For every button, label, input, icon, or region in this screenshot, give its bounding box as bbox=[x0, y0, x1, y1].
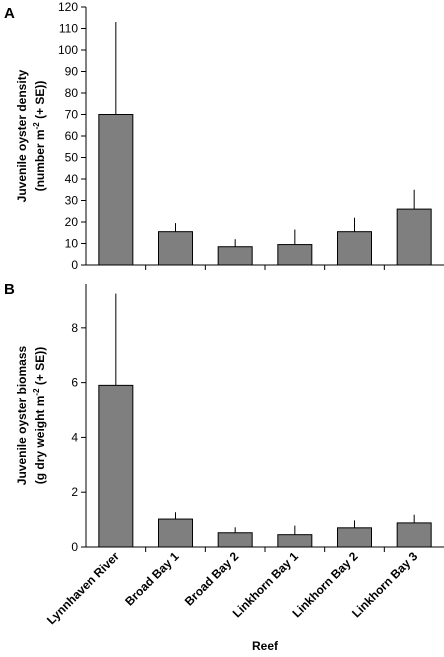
y-tick-label: 6 bbox=[71, 376, 78, 390]
y-tick-label: 20 bbox=[65, 215, 79, 229]
y-tick-label: 100 bbox=[58, 43, 78, 57]
y-tick-label: 0 bbox=[71, 540, 78, 554]
y-axis-title-line1: Juvenile oyster biomass bbox=[15, 345, 29, 485]
bar-2 bbox=[158, 231, 193, 266]
bar-1 bbox=[98, 384, 134, 548]
y-axis-title-line1: Juvenile oyster density bbox=[15, 69, 29, 202]
y-tick-label: 4 bbox=[71, 430, 78, 444]
y-tick-label: 50 bbox=[65, 151, 79, 165]
y-tick-label: 0 bbox=[71, 258, 78, 272]
bar-6 bbox=[396, 208, 432, 266]
chart-panel-a: A 0 10 20 30 40 50 60 70 80 90 100 110 120 Juvenile oy… bbox=[4, 0, 444, 272]
bar-5 bbox=[337, 527, 372, 548]
bar-3 bbox=[217, 246, 253, 266]
y-tick-label: 8 bbox=[71, 321, 78, 335]
y-axis-title-text: (+ SE)) bbox=[33, 347, 47, 389]
y-tick-label: 90 bbox=[65, 65, 79, 79]
bar-2 bbox=[158, 518, 193, 548]
y-axis-title-line2: (g dry weight m-2 (+ SE)) bbox=[32, 347, 47, 484]
y-tick-label: 120 bbox=[58, 0, 78, 14]
bar-6 bbox=[396, 522, 432, 548]
x-tick-label: Lynnhaven River bbox=[44, 549, 122, 627]
x-axis-title: Reef bbox=[252, 639, 279, 653]
bar-1 bbox=[98, 114, 134, 266]
bar-3 bbox=[217, 532, 253, 548]
panel-label: B bbox=[4, 281, 15, 298]
y-tick-label: 2 bbox=[71, 485, 78, 499]
y-tick-label: 70 bbox=[65, 108, 79, 122]
panel-label: A bbox=[4, 5, 15, 22]
bar-5 bbox=[337, 231, 372, 266]
y-tick-label: 30 bbox=[65, 194, 79, 208]
y-axis-title-superscript: -2 bbox=[32, 388, 41, 396]
y-axis-title-line2: (number m-2 (+ SE)) bbox=[32, 81, 47, 192]
y-tick-label: 10 bbox=[65, 237, 79, 251]
y-axis-title-text: (g dry weight m bbox=[33, 396, 47, 485]
x-tick-label: Broad Bay 1 bbox=[122, 549, 182, 609]
y-axis-title-text: (+ SE)) bbox=[33, 81, 47, 123]
y-axis-title-superscript: -2 bbox=[32, 122, 41, 130]
bar-4 bbox=[277, 244, 313, 266]
x-tick-label: Broad Bay 2 bbox=[182, 549, 242, 609]
y-axis-title-text: (number m bbox=[33, 129, 47, 191]
y-tick-label: 60 bbox=[65, 129, 79, 143]
y-tick-label: 80 bbox=[65, 86, 79, 100]
y-tick-label: 110 bbox=[59, 22, 78, 36]
y-tick-label: 40 bbox=[65, 172, 79, 186]
bar-4 bbox=[277, 534, 313, 548]
